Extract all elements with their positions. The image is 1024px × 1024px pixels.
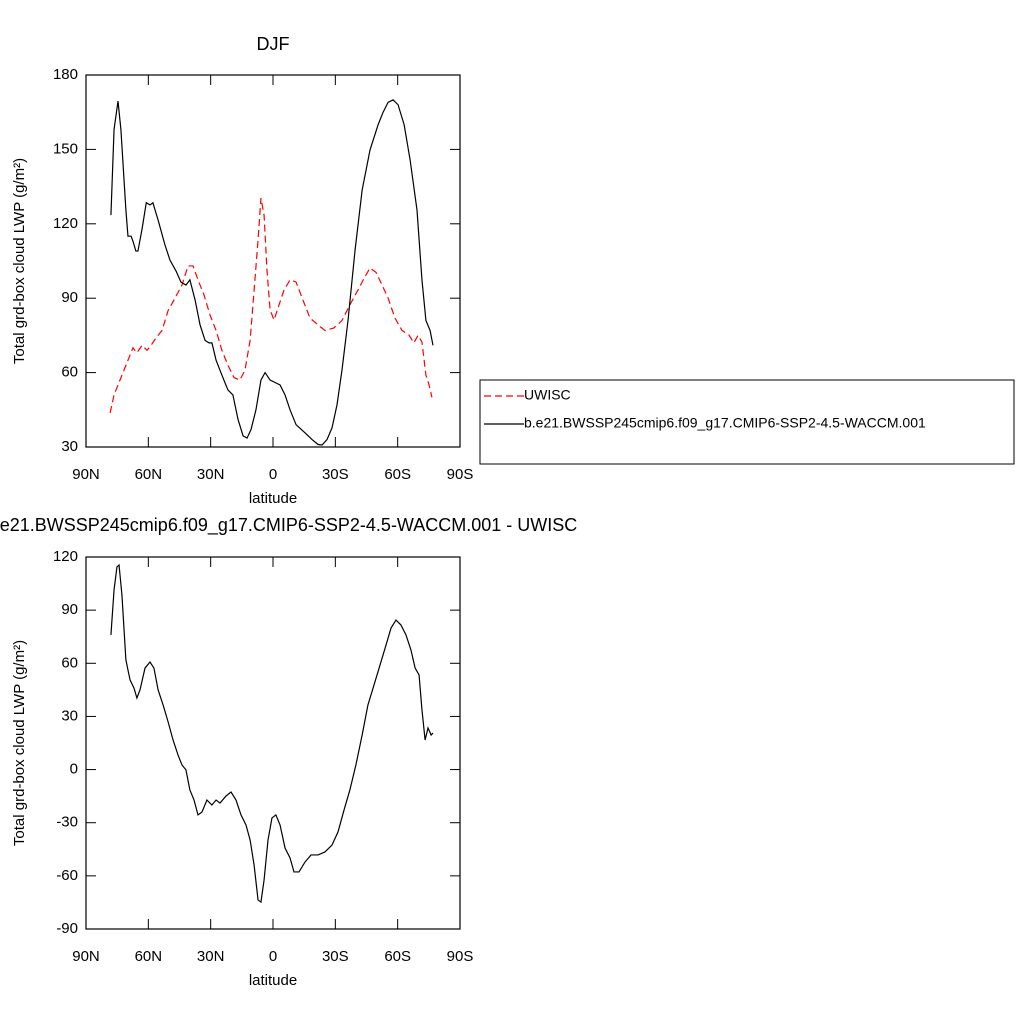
x-tick-label: 90N bbox=[72, 466, 100, 483]
x-tick-label: 60S bbox=[384, 466, 411, 483]
x-tick-label: 30N bbox=[197, 466, 225, 483]
legend-label: UWISC bbox=[524, 387, 571, 403]
x-tick-label: 0 bbox=[269, 948, 277, 965]
x-tick-label: 90S bbox=[447, 948, 474, 965]
y-tick-label: 180 bbox=[53, 66, 78, 83]
y-tick-label: 60 bbox=[61, 364, 78, 381]
x-tick-label: 90N bbox=[72, 948, 100, 965]
y-tick-label: 120 bbox=[53, 548, 78, 565]
y-tick-label: -30 bbox=[56, 814, 78, 831]
y-tick-label: 60 bbox=[61, 654, 78, 671]
legend-label: b.e21.BWSSP245cmip6.f09_g17.CMIP6-SSP2-4… bbox=[524, 415, 926, 431]
plot-frame bbox=[85, 556, 461, 930]
y-tick-label: 30 bbox=[61, 707, 78, 724]
y-tick-label: 0 bbox=[70, 761, 78, 778]
x-tick-label: 0 bbox=[269, 466, 277, 483]
x-tick-label: 30N bbox=[197, 948, 225, 965]
x-axis-label: latitude bbox=[249, 490, 297, 507]
x-tick-label: 30S bbox=[322, 948, 349, 965]
plot-frame bbox=[85, 74, 461, 448]
y-tick-label: -90 bbox=[56, 920, 78, 937]
y-tick-label: 150 bbox=[53, 140, 78, 157]
chart-title: b.e21.BWSSP245cmip6.f09_g17.CMIP6-SSP2-4… bbox=[0, 515, 577, 536]
x-tick-label: 60N bbox=[135, 466, 163, 483]
y-tick-label: 30 bbox=[61, 438, 78, 455]
x-tick-label: 30S bbox=[322, 466, 349, 483]
y-tick-label: -60 bbox=[56, 867, 78, 884]
legend-box bbox=[479, 379, 1015, 465]
x-tick-label: 60S bbox=[384, 948, 411, 965]
series-line bbox=[110, 99, 434, 446]
x-tick-label: 60N bbox=[135, 948, 163, 965]
y-axis-label: Total grd-box cloud LWP (g/m²) bbox=[11, 158, 28, 364]
y-tick-label: 90 bbox=[61, 601, 78, 618]
x-tick-label: 90S bbox=[447, 466, 474, 483]
series-line bbox=[109, 197, 433, 414]
y-axis-label: Total grd-box cloud LWP (g/m²) bbox=[11, 640, 28, 846]
x-axis-label: latitude bbox=[249, 972, 297, 989]
series-line bbox=[110, 563, 434, 904]
y-tick-label: 120 bbox=[53, 215, 78, 232]
chart-title: DJF bbox=[257, 34, 290, 54]
y-tick-label: 90 bbox=[61, 289, 78, 306]
